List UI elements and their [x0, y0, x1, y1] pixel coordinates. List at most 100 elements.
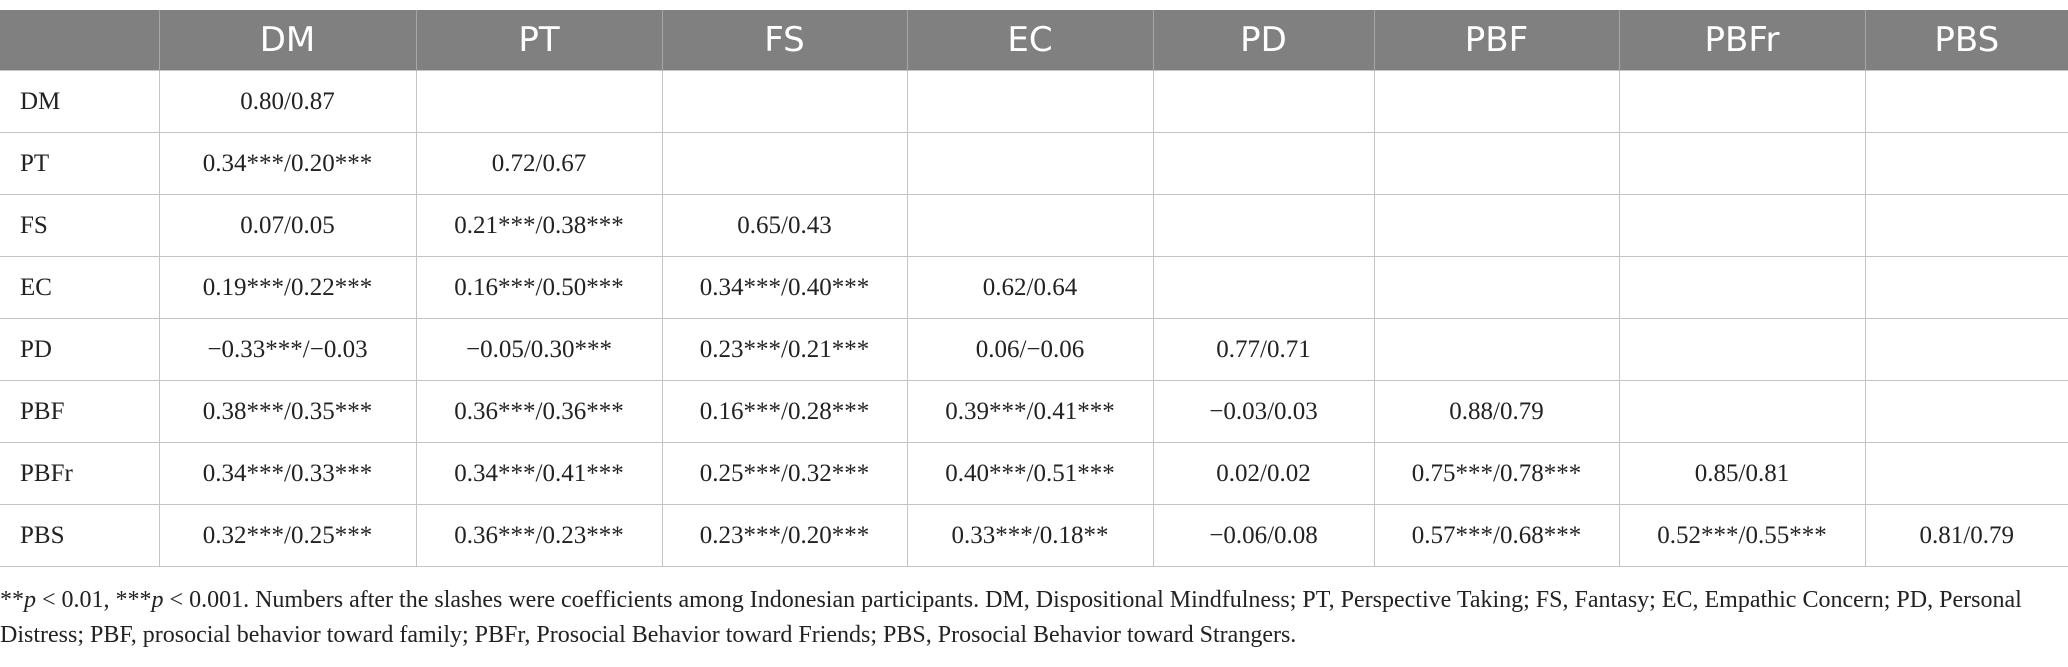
table-row: PBFr 0.34***/0.33*** 0.34***/0.41*** 0.25**…: [0, 442, 2068, 505]
table-cell: [1373, 70, 1620, 133]
footnote-text: Numbers after the slashes were coefficie…: [0, 587, 2022, 648]
table-row: PT 0.34***/0.20*** 0.72/0.67: [0, 132, 2068, 195]
table-row: PBS 0.32***/0.25*** 0.36***/0.23*** 0.23***…: [0, 504, 2068, 567]
table-cell: [1373, 318, 1620, 381]
table-cell: 0.72/0.67: [415, 132, 663, 195]
header-cell-pbf: PBF: [1373, 10, 1619, 71]
table-cell: 0.07/0.05: [158, 194, 417, 257]
header-cell-ec: EC: [906, 10, 1153, 71]
table-row: PD −0.33***/−0.03 −0.05/0.30*** 0.23***/0.2…: [0, 318, 2068, 381]
table-cell: 0.25***/0.32***: [661, 442, 908, 505]
table-cell: 0.02/0.02: [1152, 442, 1375, 505]
row-label: PT: [0, 132, 160, 195]
row-label: PBS: [0, 504, 160, 567]
table-cell: 0.75***/0.78***: [1373, 442, 1620, 505]
table-cell: [1618, 318, 1866, 381]
table-cell: [1152, 132, 1375, 195]
footnote-sig1-stars: **: [0, 587, 24, 613]
table-cell: [1618, 194, 1866, 257]
table-cell: 0.38***/0.35***: [158, 380, 417, 443]
table-cell: 0.34***/0.33***: [158, 442, 417, 505]
footnote-sig1-value: < 0.01,: [36, 587, 116, 613]
table-cell: [906, 132, 1154, 195]
correlation-table: DM PT FS EC PD PBF PBFr PBS DM 0.80/0.87 P…: [0, 10, 2068, 567]
table-cell: 0.33***/0.18**: [906, 504, 1154, 567]
table-cell: 0.52***/0.55***: [1618, 504, 1866, 567]
table-cell: 0.19***/0.22***: [158, 256, 417, 319]
footnote-sig2-p: p: [151, 587, 164, 613]
table-cell: [1373, 194, 1620, 257]
table-cell: 0.21***/0.38***: [415, 194, 663, 257]
table-cell: 0.57***/0.68***: [1373, 504, 1620, 567]
table-cell: [1864, 256, 2068, 319]
row-label: PBFr: [0, 442, 160, 505]
table-cell: 0.85/0.81: [1618, 442, 1866, 505]
table-cell: 0.36***/0.23***: [415, 504, 663, 567]
table-cell: [1618, 380, 1866, 443]
header-row: DM PT FS EC PD PBF PBFr PBS: [0, 10, 2068, 71]
row-label: PBF: [0, 380, 160, 443]
table-row: DM 0.80/0.87: [0, 70, 2068, 133]
table-cell: 0.16***/0.50***: [415, 256, 663, 319]
row-label: FS: [0, 194, 160, 257]
footnote-sig2-stars: ***: [115, 587, 152, 613]
table-cell: [1373, 132, 1620, 195]
table-cell: [1864, 132, 2068, 195]
table-cell: [906, 194, 1154, 257]
table-cell: [1152, 70, 1375, 133]
header-cell-fs: FS: [661, 10, 907, 71]
table-cell: 0.34***/0.20***: [158, 132, 417, 195]
row-label: PD: [0, 318, 160, 381]
header-cell-pd: PD: [1152, 10, 1374, 71]
table-row: PBF 0.38***/0.35*** 0.36***/0.36*** 0.16***…: [0, 380, 2068, 443]
table-cell: −0.33***/−0.03: [158, 318, 417, 381]
table-cell: [1864, 70, 2068, 133]
header-cell-pbs: PBS: [1864, 10, 2068, 71]
row-label: DM: [0, 70, 160, 133]
footnote-sig2-value: < 0.001.: [163, 587, 256, 613]
table-cell: [1618, 256, 1866, 319]
table-cell: 0.34***/0.41***: [415, 442, 663, 505]
table-cell: 0.32***/0.25***: [158, 504, 417, 567]
table-cell: 0.23***/0.21***: [661, 318, 908, 381]
table-cell: [1152, 194, 1375, 257]
row-label: EC: [0, 256, 160, 319]
table-cell: −0.05/0.30***: [415, 318, 663, 381]
table-cell: [1618, 70, 1866, 133]
table-cell: [661, 70, 908, 133]
header-cell-pt: PT: [415, 10, 662, 71]
table-cell: [661, 132, 908, 195]
table-cell: −0.06/0.08: [1152, 504, 1375, 567]
table-cell: 0.23***/0.20***: [661, 504, 908, 567]
table-cell: 0.62/0.64: [906, 256, 1154, 319]
table-cell: [1864, 442, 2068, 505]
footnote-sig1-p: p: [24, 587, 36, 613]
table-row: FS 0.07/0.05 0.21***/0.38*** 0.65/0.43: [0, 194, 2068, 257]
table-cell: −0.03/0.03: [1152, 380, 1375, 443]
table-cell: [1152, 256, 1375, 319]
header-cell-dm: DM: [158, 10, 416, 71]
table-cell: 0.34***/0.40***: [661, 256, 908, 319]
table-cell: [1618, 132, 1866, 195]
table-cell: [1864, 194, 2068, 257]
table-cell: 0.80/0.87: [158, 70, 417, 133]
table-cell: 0.40***/0.51***: [906, 442, 1154, 505]
table-footnote: **p < 0.01, ***p < 0.001. Numbers after …: [0, 583, 2040, 653]
table-cell: [906, 70, 1154, 133]
table-cell: 0.65/0.43: [661, 194, 908, 257]
table-cell: 0.16***/0.28***: [661, 380, 908, 443]
table-cell: 0.88/0.79: [1373, 380, 1620, 443]
table-cell: 0.77/0.71: [1152, 318, 1375, 381]
table-cell: 0.36***/0.36***: [415, 380, 663, 443]
header-cell-pbfr: PBFr: [1618, 10, 1865, 71]
table-cell: 0.81/0.79: [1864, 504, 2068, 567]
header-cell-corner: [0, 10, 159, 71]
table-header: DM PT FS EC PD PBF PBFr PBS: [0, 10, 2068, 71]
table-body: DM 0.80/0.87 PT 0.34***/0.20*** 0.72/0.67 FS 0…: [0, 70, 2068, 567]
table-row: EC 0.19***/0.22*** 0.16***/0.50*** 0.34***/…: [0, 256, 2068, 319]
table-cell: [1864, 318, 2068, 381]
table-cell: 0.39***/0.41***: [906, 380, 1154, 443]
table-cell: [415, 70, 663, 133]
table-cell: [1864, 380, 2068, 443]
table-cell: [1373, 256, 1620, 319]
